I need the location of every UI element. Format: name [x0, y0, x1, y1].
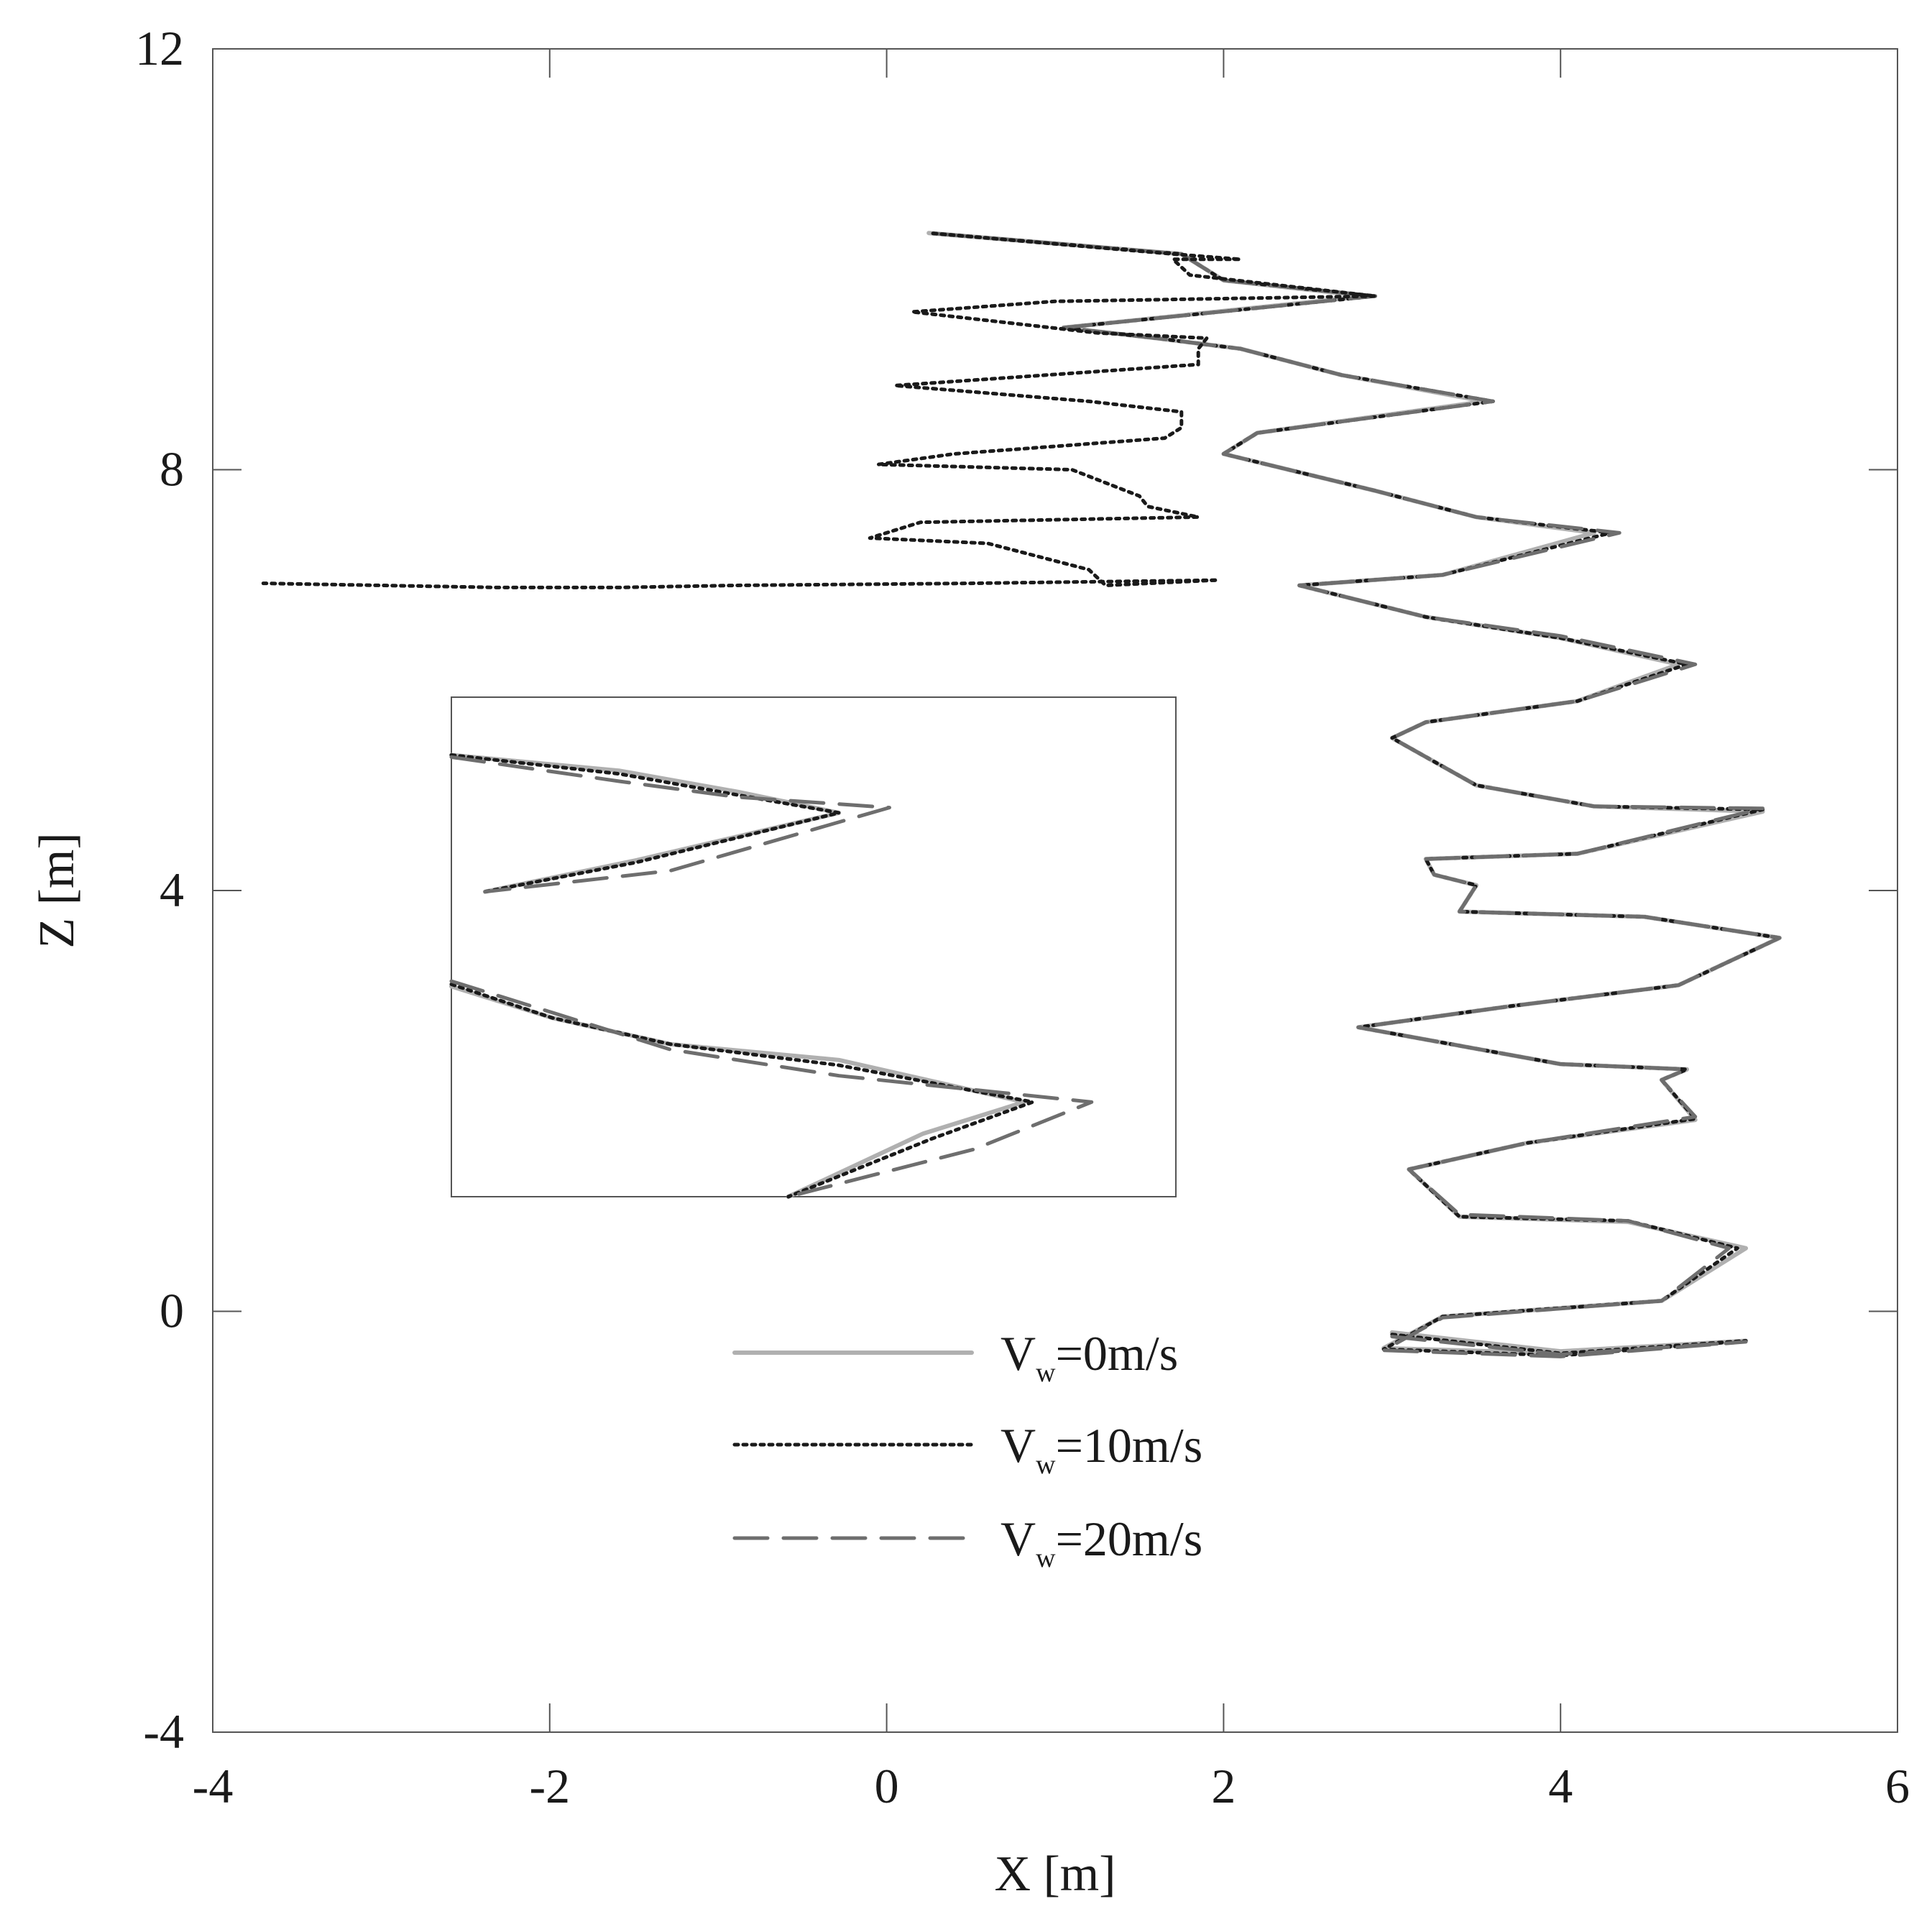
y-tick-label: 0 — [160, 1284, 184, 1338]
inset-series-line-1-0 — [449, 753, 841, 894]
legend-label-subscript: w — [1036, 1450, 1056, 1480]
series-layer — [261, 231, 1782, 1358]
x-tick-label: 2 — [1211, 1759, 1236, 1813]
x-tick-label: 0 — [875, 1759, 899, 1813]
y-tick-label: 8 — [160, 442, 184, 497]
legend-label: Vw=0m/s — [1000, 1326, 1178, 1388]
legend-label-suffix: =10m/s — [1056, 1418, 1203, 1473]
x-tick-label: 6 — [1885, 1759, 1910, 1813]
legend-label-subscript: w — [1036, 1358, 1056, 1388]
x-tick-label: -2 — [529, 1759, 570, 1813]
series-line-2 — [926, 231, 1782, 1358]
axes-layer: -4 -2 0 2 4 6 -4 0 4 8 12 — [135, 21, 1910, 1813]
inset-series-line-2-0 — [449, 755, 891, 894]
y-tick-label: 12 — [135, 21, 184, 75]
legend-label: Vw=10m/s — [1000, 1418, 1202, 1480]
series-line-4 — [261, 578, 1218, 589]
legend-label: Vw=20m/s — [1000, 1512, 1202, 1573]
y-tick-label: -4 — [143, 1704, 184, 1759]
legend: Vw=0m/sVw=10m/sVw=20m/s — [732, 1326, 1202, 1573]
inset-layer — [449, 696, 1177, 1199]
legend-label-prefix: V — [1000, 1418, 1036, 1473]
legend-label-prefix: V — [1000, 1512, 1036, 1566]
inset-series-line-1-1 — [449, 982, 1035, 1199]
inset-series-line-2-1 — [449, 979, 1094, 1199]
legend-label-suffix: =20m/s — [1056, 1512, 1203, 1566]
y-tick-label: 4 — [160, 862, 184, 917]
legend-label-prefix: V — [1000, 1326, 1036, 1381]
x-axis-title: X [m] — [994, 1846, 1116, 1902]
legend-label-suffix: =0m/s — [1056, 1326, 1179, 1381]
x-tick-label: -4 — [193, 1759, 234, 1813]
y-axis-title: Z [m] — [29, 832, 85, 948]
series-line-3 — [868, 231, 1377, 587]
x-tick-label: 4 — [1548, 1759, 1573, 1813]
legend-label-subscript: w — [1036, 1543, 1056, 1573]
inset-frame — [451, 696, 1177, 1197]
